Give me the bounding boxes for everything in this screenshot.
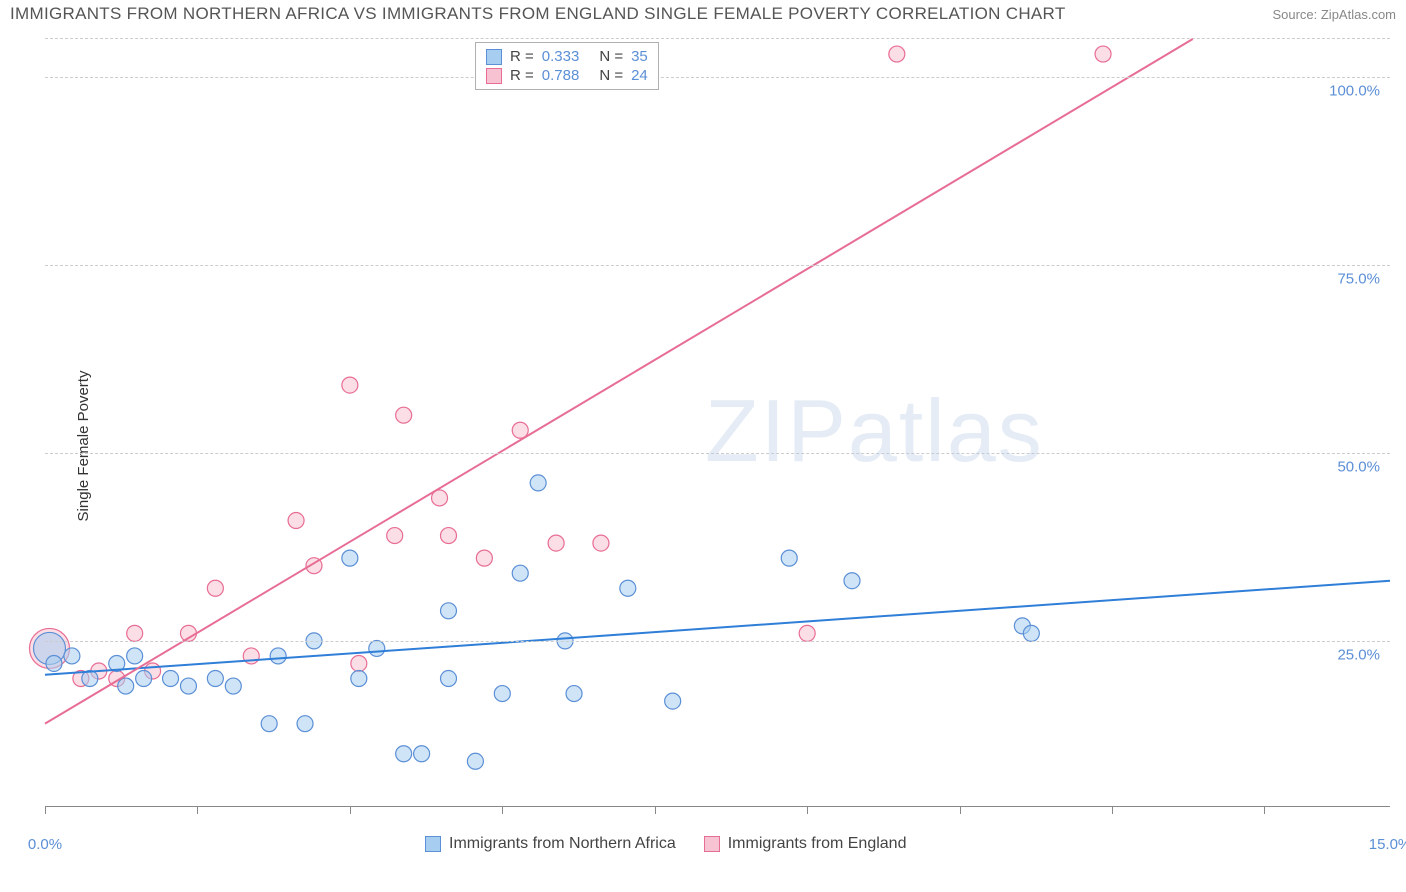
data-point [1023,625,1039,641]
x-tick-label: 15.0% [1369,836,1406,853]
data-point [396,407,412,423]
data-point [781,550,797,566]
legend-item: Immigrants from England [704,835,907,853]
legend-n-label: N = [599,67,623,84]
x-tick [960,806,961,814]
data-point [46,655,62,671]
y-tick-label: 50.0% [1337,458,1380,475]
legend-swatch [704,836,720,852]
legend-series-name: Immigrants from Northern Africa [449,835,676,853]
x-tick [655,806,656,814]
x-tick [45,806,46,814]
data-point [163,671,179,687]
data-point [844,573,860,589]
data-point [620,580,636,596]
data-point [476,550,492,566]
data-point [441,528,457,544]
legend-swatch [486,68,502,84]
data-point [297,716,313,732]
data-point [593,535,609,551]
data-point [207,580,223,596]
legend-r-label: R = [510,48,534,65]
x-tick [197,806,198,814]
regression-line [45,581,1390,675]
y-tick-label: 25.0% [1337,646,1380,663]
data-point [136,671,152,687]
chart-title: IMMIGRANTS FROM NORTHERN AFRICA VS IMMIG… [10,4,1066,24]
x-axis [45,806,1390,807]
data-point [889,46,905,62]
data-point [342,550,358,566]
data-point [351,671,367,687]
data-point [799,625,815,641]
data-point [566,686,582,702]
x-tick [1264,806,1265,814]
data-point [261,716,277,732]
y-tick-label: 100.0% [1329,82,1380,99]
legend-r-label: R = [510,67,534,84]
x-tick [807,806,808,814]
data-point [342,377,358,393]
legend-r-value: 0.788 [542,67,580,84]
source-label: Source: ZipAtlas.com [1272,7,1396,22]
chart-svg [45,39,1390,828]
series-legend: Immigrants from Northern Africa Immigrant… [425,835,906,853]
data-point [207,671,223,687]
data-point [127,625,143,641]
legend-n-label: N = [599,48,623,65]
data-point [64,648,80,664]
data-point [512,565,528,581]
data-point [351,655,367,671]
legend-swatch [425,836,441,852]
legend-r-value: 0.333 [542,48,580,65]
data-point [414,746,430,762]
data-point [387,528,403,544]
data-point [369,640,385,656]
legend-n-value: 24 [631,67,648,84]
legend-row: R = 0.788 N = 24 [486,66,648,85]
gridline [45,641,1390,642]
legend-item: Immigrants from Northern Africa [425,835,676,853]
legend-row: R = 0.333 N = 35 [486,47,648,66]
data-point [225,678,241,694]
gridline [45,77,1390,78]
data-point [270,648,286,664]
legend-series-name: Immigrants from England [728,835,907,853]
data-point [118,678,134,694]
x-tick [350,806,351,814]
data-point [665,693,681,709]
data-point [1095,46,1111,62]
plot-area: 25.0% 50.0% 75.0% 100.0% [45,38,1390,828]
correlation-legend: R = 0.333 N = 35 R = 0.788 N = 24 [475,42,659,90]
data-point [548,535,564,551]
data-point [441,671,457,687]
gridline [45,265,1390,266]
gridline [45,453,1390,454]
data-point [288,513,304,529]
x-tick [1112,806,1113,814]
legend-swatch [486,49,502,65]
data-point [396,746,412,762]
data-point [494,686,510,702]
data-point [530,475,546,491]
x-tick [502,806,503,814]
x-tick-label: 0.0% [28,836,62,853]
data-point [127,648,143,664]
y-tick-label: 75.0% [1337,270,1380,287]
legend-n-value: 35 [631,48,648,65]
data-point [441,603,457,619]
data-point [180,678,196,694]
data-point [467,753,483,769]
